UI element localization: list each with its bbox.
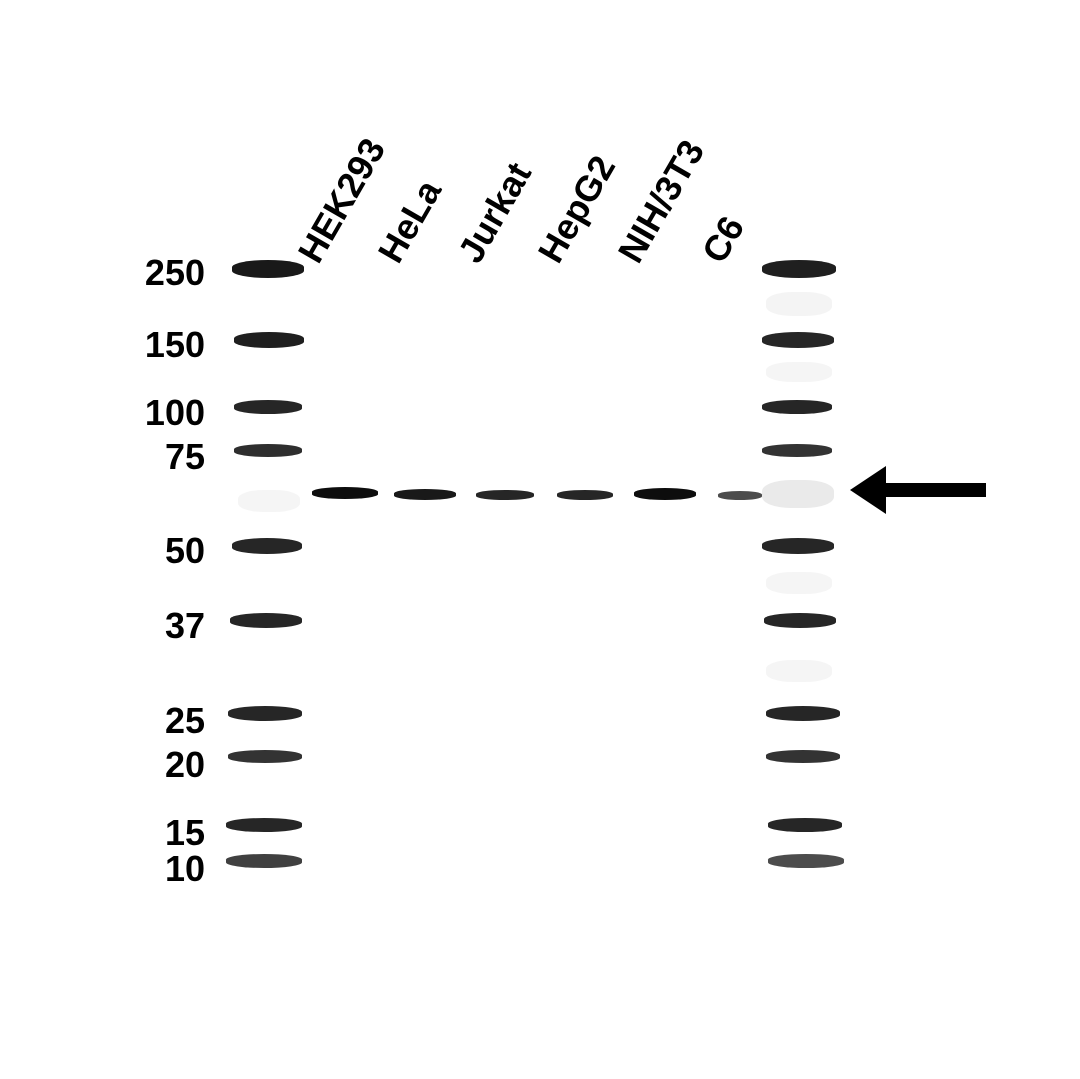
ladder-left-20 <box>228 750 302 763</box>
mw-label-250: 250 <box>125 252 205 294</box>
western-blot-figure: 250 150 100 75 50 37 25 20 15 10 HEK293 … <box>0 0 1080 1079</box>
ladder-left-10 <box>226 854 302 868</box>
ladder-left-100 <box>234 400 302 414</box>
ladder-left-50 <box>232 538 302 554</box>
mw-label-10: 10 <box>125 848 205 890</box>
ladder-right-150 <box>762 332 834 348</box>
target-band-hepg2 <box>557 490 613 500</box>
ladder-right-50 <box>762 538 834 554</box>
ladder-right-extra-e <box>766 660 832 682</box>
ladder-right-37 <box>764 613 836 628</box>
mw-label-50: 50 <box>125 530 205 572</box>
ladder-right-extra-c <box>762 480 834 508</box>
lane-label-hela: HeLa <box>370 173 450 270</box>
ladder-right-250 <box>762 260 836 278</box>
ladder-left-37 <box>230 613 302 628</box>
mw-label-100: 100 <box>125 392 205 434</box>
mw-label-25: 25 <box>125 700 205 742</box>
ladder-left-150 <box>234 332 304 348</box>
lane-label-c6: C6 <box>694 209 753 270</box>
ladder-right-20 <box>766 750 840 763</box>
target-band-hela <box>394 489 456 500</box>
ladder-left-smear <box>238 490 300 512</box>
ladder-right-100 <box>762 400 832 414</box>
mw-label-150: 150 <box>125 324 205 366</box>
lane-label-jurkat: Jurkat <box>450 155 540 270</box>
ladder-right-25 <box>766 706 840 721</box>
ladder-right-extra-a <box>766 292 832 316</box>
target-band-nih3t3 <box>634 488 696 500</box>
target-band-jurkat <box>476 490 534 500</box>
ladder-right-extra-d <box>766 572 832 594</box>
mw-label-20: 20 <box>125 744 205 786</box>
arrow-head-icon <box>850 466 886 514</box>
mw-label-37: 37 <box>125 605 205 647</box>
ladder-right-10 <box>768 854 844 868</box>
arrow-shaft-icon <box>884 483 986 497</box>
target-arrow-icon <box>850 470 990 510</box>
lane-label-hepg2: HepG2 <box>530 149 624 270</box>
ladder-right-extra-b <box>766 362 832 382</box>
ladder-left-75 <box>234 444 302 457</box>
ladder-right-15 <box>768 818 842 832</box>
target-band-hek293 <box>312 487 378 499</box>
mw-label-75: 75 <box>125 436 205 478</box>
target-band-c6 <box>718 491 762 500</box>
ladder-left-250 <box>232 260 304 278</box>
ladder-left-25 <box>228 706 302 721</box>
ladder-right-75 <box>762 444 832 457</box>
ladder-left-15 <box>226 818 302 832</box>
